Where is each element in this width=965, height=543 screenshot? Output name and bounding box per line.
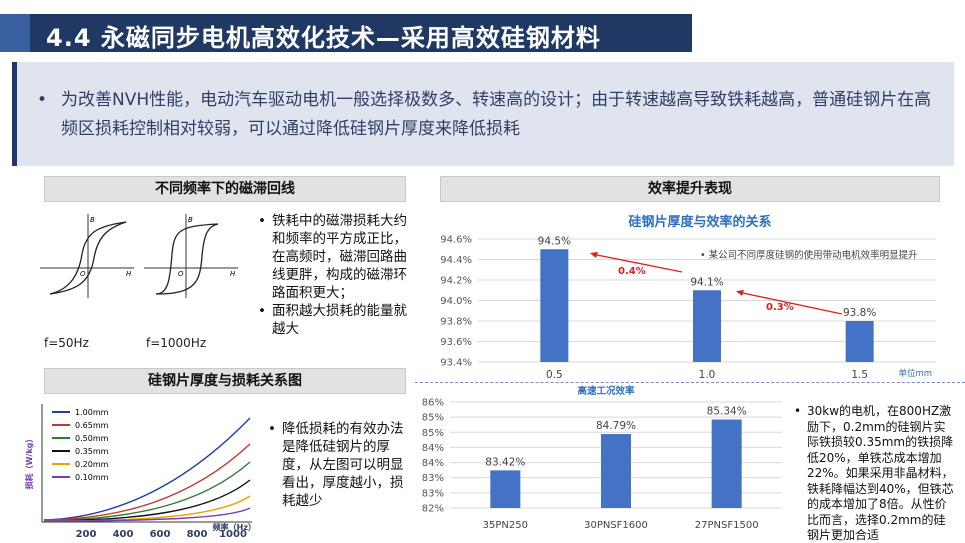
legend-0-35mm: 0.35mm <box>75 447 109 456</box>
highspeed-note-item: 30kw的电机，在800HZ激励下，0.2mm的硅钢片实际铁损较0.35mm的铁… <box>794 404 956 543</box>
intro-body: 为改善NVH性能，电动汽车驱动电机一般选择极数多、转速高的设计；由于转速越高导致… <box>61 90 932 139</box>
efficiency-header: 效率提升表现 <box>440 176 940 202</box>
legend-1-00mm: 1.00mm <box>75 408 109 417</box>
hysteresis-header: 不同频率下的磁滞回线 <box>44 176 406 202</box>
x-category-label: 0.5 <box>546 369 563 381</box>
chart-title: 高速工况效率 <box>577 385 635 397</box>
arrow-2-label: 0.3% <box>766 302 794 313</box>
hysteresis-point: 面积越大损耗的能量就越大 <box>258 302 408 338</box>
hysteresis-label-50hz: f=50Hz <box>44 336 89 350</box>
axis-h-label: H <box>230 270 236 278</box>
axis-origin-label: O <box>80 270 86 278</box>
x-tick: 800 <box>187 529 208 540</box>
bar <box>490 470 521 508</box>
bar <box>711 419 742 508</box>
bar-value-label: 84.79% <box>596 420 636 432</box>
x-category-label: 27PNSF1500 <box>695 520 759 531</box>
axis-origin-label: O <box>178 270 184 278</box>
x-category-label: 1.0 <box>699 369 716 381</box>
bar <box>540 249 569 362</box>
y-tick-label: 83% <box>422 473 444 484</box>
bar <box>601 434 631 508</box>
page-title: 4.4 永磁同步电机高效化技术—采用高效硅钢材料 <box>46 24 601 52</box>
divider <box>415 382 965 383</box>
legend-0-50mm: 0.50mm <box>75 434 109 443</box>
highspeed-note: 30kw的电机，在800HZ激励下，0.2mm的硅钢片实际铁损较0.35mm的铁… <box>794 404 956 543</box>
x-category-label: 1.5 <box>851 369 868 381</box>
thickness-header: 硅钢片厚度与损耗关系图 <box>44 368 406 394</box>
hysteresis-label-1000hz: f=1000Hz <box>146 336 207 350</box>
bar-value-label: 94.5% <box>538 235 571 247</box>
title-bar: 4.4 永磁同步电机高效化技术—采用高效硅钢材料 <box>0 14 692 52</box>
bar-value-label: 94.1% <box>690 276 723 288</box>
y-tick-label: 84% <box>422 443 444 454</box>
axis-h-label: H <box>126 270 132 278</box>
bar-value-label: 85.34% <box>707 405 747 417</box>
highspeed-efficiency-chart: 高速工况效率 82% 83% 83% 84% 84% 85% 85% 86% 83.42% 35… <box>422 385 782 531</box>
y-tick-label: 86% <box>422 398 444 409</box>
arrow-1-label: 0.4% <box>618 266 646 277</box>
hysteresis-points: 铁耗中的磁滞损耗大约和频率的平方成正比，在高频时，磁滞回路曲线更胖，构成的磁滞环… <box>258 212 408 338</box>
hysteresis-loop-1000hz: B H O <box>144 214 238 298</box>
bar <box>845 321 874 362</box>
intro-bullet: • <box>37 90 48 110</box>
legend-0-10mm: 0.10mm <box>75 473 109 482</box>
axis-b-label: B <box>188 216 193 224</box>
x-category-label: 35PN250 <box>483 520 528 531</box>
y-tick-label: 83% <box>422 488 444 499</box>
y-axis-label: 损耗（W/kg） <box>24 435 34 490</box>
y-tick-label: 94.6% <box>440 235 472 246</box>
y-tick-label: 94.2% <box>440 276 472 287</box>
bar <box>693 290 721 362</box>
efficiency-thickness-chart: 硅钢片厚度与效率的关系 • 某公司不同厚度硅钢的使用带动电机效率明显提升 单位m… <box>440 214 936 381</box>
y-tick-label: 94.0% <box>440 296 472 307</box>
y-tick-label: 93.8% <box>440 317 472 328</box>
x-category-label: 30PNSF1600 <box>584 520 648 531</box>
y-tick-label: 84% <box>422 458 444 469</box>
unit-label: 单位mm <box>898 368 932 379</box>
y-tick-label: 93.4% <box>440 358 472 369</box>
y-tick-label: 82% <box>422 504 444 515</box>
hysteresis-point: 铁耗中的磁滞损耗大约和频率的平方成正比，在高频时，磁滞回路曲线更胖，构成的磁滞环… <box>258 212 408 302</box>
intro-box: • 为改善NVH性能，电动汽车驱动电机一般选择极数多、转速高的设计；由于转速越高… <box>12 62 954 166</box>
intro-text: • 为改善NVH性能，电动汽车驱动电机一般选择极数多、转速高的设计；由于转速越高… <box>37 86 937 144</box>
y-tick-label: 85% <box>422 413 444 424</box>
x-tick: 1000 <box>219 529 247 540</box>
arrow-2 <box>737 291 843 315</box>
legend-0-20mm: 0.20mm <box>75 460 109 469</box>
y-tick-label: 85% <box>422 428 444 439</box>
x-tick: 200 <box>76 529 97 540</box>
bar-value-label: 83.42% <box>485 456 525 468</box>
thickness-loss-chart: 1.00mm 0.65mm 0.50mm 0.35mm 0.20mm 0.10m… <box>24 404 256 540</box>
thickness-point: 降低损耗的有效办法是降低硅钢片的厚度，从左图可以明显看出，厚度越小，损耗越少 <box>268 420 408 510</box>
legend-0-65mm: 0.65mm <box>75 421 109 430</box>
arrow-1 <box>591 253 683 273</box>
chart-title: 硅钢片厚度与效率的关系 <box>628 214 771 230</box>
title-accent <box>0 14 30 52</box>
axis-b-label: B <box>90 216 95 224</box>
efficiency-note: • 某公司不同厚度硅钢的使用带动电机效率明显提升 <box>700 249 918 261</box>
x-tick: 400 <box>113 529 134 540</box>
y-tick-label: 94.4% <box>440 255 472 266</box>
x-tick: 600 <box>150 529 171 540</box>
hysteresis-loop-50hz: B H O <box>40 214 134 298</box>
bar-value-label: 93.8% <box>843 307 876 319</box>
y-tick-label: 93.6% <box>440 337 472 348</box>
x-axis-label: 频率（Hz） <box>213 522 256 532</box>
thickness-points: 降低损耗的有效办法是降低硅钢片的厚度，从左图可以明显看出，厚度越小，损耗越少 <box>268 420 408 510</box>
